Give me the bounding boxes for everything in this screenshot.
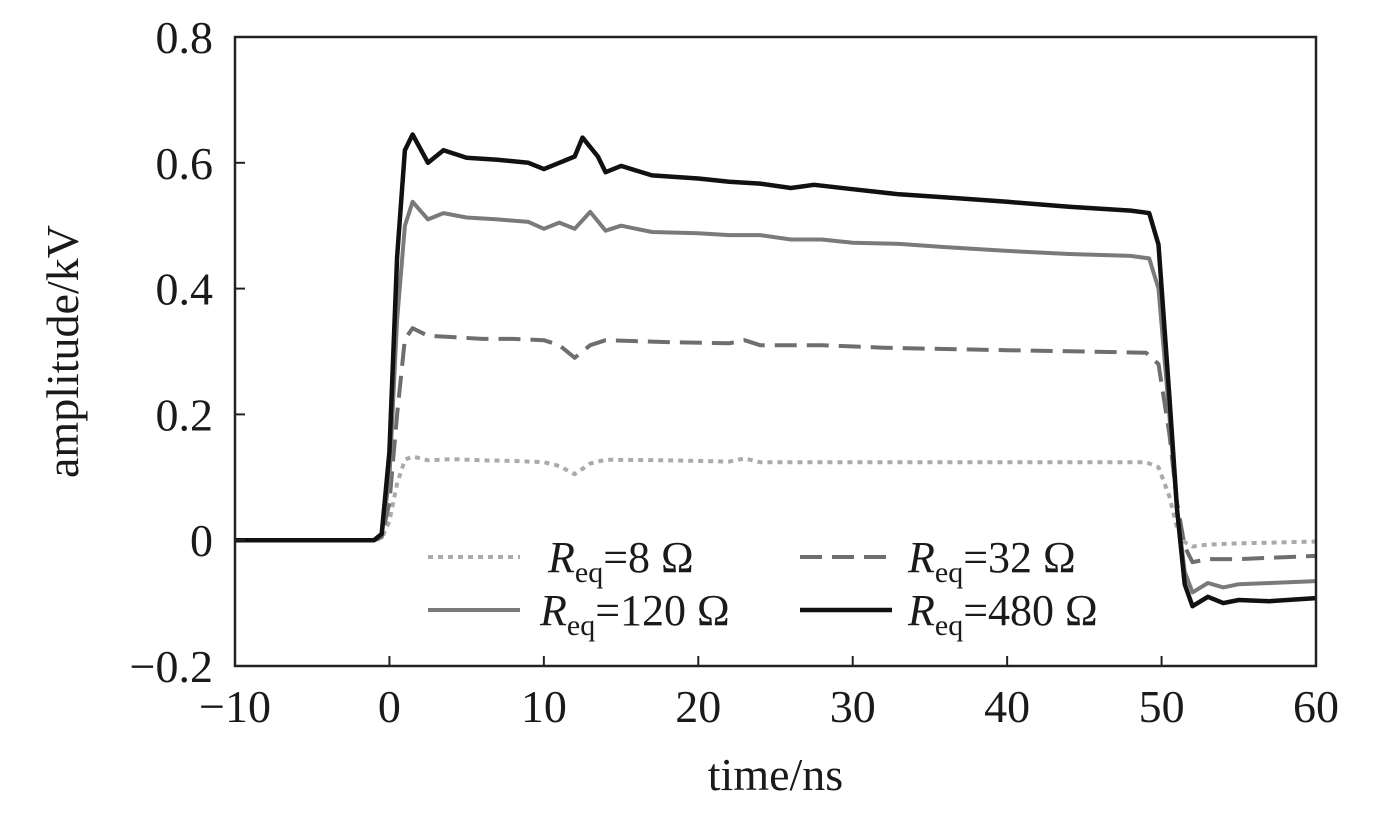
x-tick-label: 30	[830, 681, 876, 732]
y-axis-title: amplitude/kV	[37, 225, 88, 478]
x-tick-label: 10	[521, 681, 567, 732]
y-tick-label: 0.8	[156, 12, 214, 63]
legend-label: Req=8 Ω	[547, 533, 694, 589]
y-tick-label: 0	[190, 515, 213, 566]
legend-label: Req=120 Ω	[539, 586, 730, 642]
plot-frame	[233, 35, 1318, 668]
x-tick-label: 20	[675, 681, 721, 732]
legend-value: =480 Ω	[963, 586, 1098, 635]
legend-label: Req=32 Ω	[907, 533, 1076, 589]
legend-value: =8 Ω	[603, 533, 694, 582]
x-axis-title: time/ns	[708, 749, 843, 800]
legend-value: =120 Ω	[595, 586, 730, 635]
legend-subscript: eq	[935, 556, 963, 589]
series-lines	[235, 132, 1317, 609]
legend-label: Req=480 Ω	[907, 586, 1098, 642]
legend-symbol: R	[539, 586, 567, 635]
x-axis: −10 0 10 20 30 40 50 60	[199, 656, 1339, 732]
series-line	[235, 132, 1317, 609]
legend-symbol: R	[907, 533, 935, 582]
y-tick-label: −0.2	[130, 641, 213, 692]
series-line	[235, 454, 1317, 549]
legend-symbol: R	[547, 533, 575, 582]
x-tick-label: 50	[1139, 681, 1185, 732]
x-tick-label: −10	[199, 681, 271, 732]
legend-subscript: eq	[935, 609, 963, 642]
y-tick-label: 0.2	[156, 389, 214, 440]
x-tick-label: 60	[1293, 681, 1339, 732]
series-line	[235, 326, 1317, 565]
y-tick-label: 0.6	[156, 138, 214, 189]
x-tick-label: 0	[378, 681, 401, 732]
y-tick-label: 0.4	[156, 264, 214, 315]
legend-subscript: eq	[567, 609, 595, 642]
legend-symbol: R	[907, 586, 935, 635]
legend-subscript: eq	[575, 556, 603, 589]
y-axis: −0.2 0 0.2 0.4 0.6 0.8	[130, 12, 245, 692]
legend-value: =32 Ω	[963, 533, 1076, 582]
x-tick-label: 40	[984, 681, 1030, 732]
